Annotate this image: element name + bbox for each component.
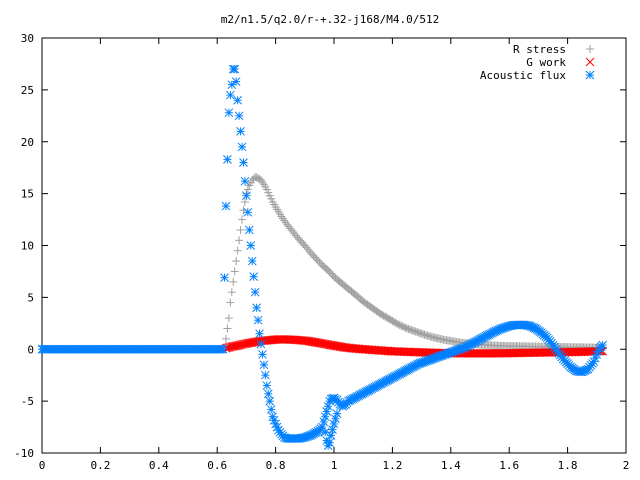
data-point	[223, 324, 232, 333]
data-point	[240, 197, 249, 206]
legend-marker	[586, 45, 594, 53]
data-point	[230, 267, 239, 276]
data-point	[255, 329, 264, 339]
data-point	[237, 142, 247, 152]
data-point	[236, 225, 245, 234]
y-tick-label: 10	[21, 240, 34, 253]
data-point	[221, 334, 230, 343]
legend-label: Acoustic flux	[480, 69, 566, 82]
data-point	[329, 419, 339, 429]
data-point	[239, 158, 248, 167]
series-layer	[37, 64, 607, 451]
y-tick-label: 0	[27, 343, 34, 356]
data-point	[240, 176, 250, 186]
data-point	[277, 212, 286, 221]
data-point	[261, 370, 270, 380]
series-acoustic-flux	[37, 64, 607, 443]
data-point	[220, 273, 229, 283]
data-point	[328, 425, 337, 435]
data-point	[252, 303, 261, 313]
data-point	[244, 225, 254, 235]
data-point	[225, 90, 235, 100]
series-r-stress	[221, 173, 607, 353]
data-point	[325, 438, 334, 447]
legend-label: R stress	[513, 43, 566, 56]
data-point	[221, 201, 231, 211]
data-point	[232, 257, 241, 266]
x-tick-label: 0.6	[207, 459, 227, 472]
y-tick-label: -5	[21, 395, 34, 408]
data-point	[265, 396, 275, 406]
legend-label: G work	[526, 56, 566, 69]
data-point	[250, 287, 260, 297]
data-point	[227, 288, 236, 297]
x-tick-label: 0.4	[149, 459, 169, 472]
x-tick-label: 1.6	[499, 459, 519, 472]
data-point	[233, 95, 242, 105]
data-point	[259, 360, 269, 370]
data-point	[233, 246, 242, 255]
data-point	[247, 256, 257, 266]
data-point	[224, 108, 234, 118]
legend-marker	[585, 70, 595, 80]
x-tick-label: 1.8	[558, 459, 578, 472]
data-point	[256, 339, 266, 349]
x-tick-label: 0	[39, 459, 46, 472]
data-point	[246, 241, 256, 250]
data-point	[278, 214, 287, 223]
y-tick-label: -10	[14, 447, 34, 460]
data-point	[243, 185, 252, 194]
data-point	[598, 340, 607, 350]
data-point	[331, 414, 340, 424]
x-tick-label: 2	[623, 459, 630, 472]
data-point	[236, 127, 245, 136]
data-point	[257, 176, 265, 185]
data-point	[229, 277, 238, 286]
data-point	[258, 350, 267, 359]
data-point	[238, 215, 247, 224]
data-point	[320, 412, 330, 422]
plot-frame	[41, 37, 627, 454]
data-point	[249, 272, 259, 281]
data-point	[243, 207, 253, 217]
data-point	[332, 409, 342, 418]
data-point	[235, 236, 244, 245]
x-tick-label: 1.2	[382, 459, 402, 472]
data-point	[218, 344, 228, 354]
data-point	[319, 417, 329, 427]
y-tick-label: 15	[21, 188, 34, 201]
y-tick-label: 25	[21, 84, 34, 97]
data-point	[326, 431, 336, 440]
data-point	[266, 405, 276, 414]
data-point	[262, 381, 272, 390]
y-tick-label: 5	[27, 291, 34, 304]
x-tick-label: 1.4	[441, 459, 461, 472]
data-point	[234, 111, 244, 121]
axis-ticks: 0 0.2 0.4 0.6 0.8 1 1.2 1.4 1.6 1.8 2 -10 -5 0 5 10 15 20…	[14, 32, 629, 472]
x-tick-label: 1	[331, 459, 338, 472]
data-point	[223, 155, 232, 164]
y-tick-label: 20	[21, 136, 34, 149]
data-point	[224, 314, 233, 323]
data-point	[263, 389, 273, 399]
data-point	[280, 216, 289, 225]
data-point	[253, 315, 263, 325]
legend-marker	[585, 57, 595, 67]
data-point	[323, 401, 333, 411]
data-point	[226, 298, 235, 307]
series-acoustic-flux-dip	[320, 409, 342, 451]
y-tick-label: 30	[21, 32, 34, 45]
chart-title: m2/n1.5/q2.0/r-+.32-j168/M4.0/512	[221, 13, 440, 26]
data-point	[258, 178, 267, 187]
data-point	[322, 407, 332, 416]
data-point	[231, 77, 241, 86]
x-tick-label: 0.8	[266, 459, 286, 472]
data-point	[242, 191, 251, 201]
x-tick-label: 0.2	[90, 459, 110, 472]
data-point	[230, 64, 240, 74]
